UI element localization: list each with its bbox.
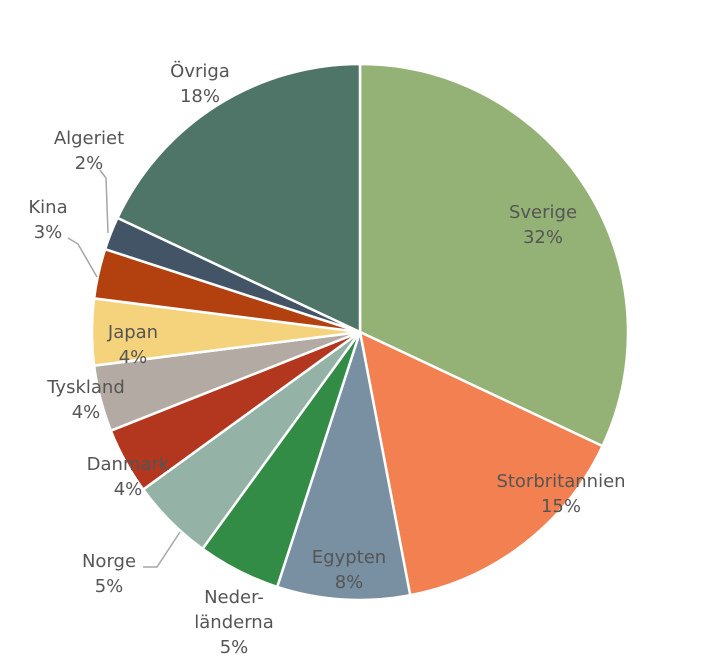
leader-line-norge xyxy=(143,531,181,568)
percent-label: 32% xyxy=(523,227,563,248)
percent-label: 4% xyxy=(119,347,148,368)
data-label-ovriga: Övriga 18% xyxy=(170,60,230,107)
category-label: Storbritannien xyxy=(496,471,625,492)
data-labels: Sverige 32% Storbritannien 15% Egypten 8% Nede… xyxy=(28,60,625,658)
data-label-storbritannien: Storbritannien 15% xyxy=(496,471,625,517)
leader-lines xyxy=(67,169,181,568)
data-label-egypten: Egypten 8% xyxy=(312,547,386,593)
category-label: Algeriet xyxy=(54,128,124,149)
category-label: Japan xyxy=(107,322,158,343)
leader-line-algeriet xyxy=(99,169,109,234)
data-label-norge: Norge 5% xyxy=(82,551,136,597)
category-label: Övriga xyxy=(170,60,230,82)
category-label: länderna xyxy=(194,612,273,633)
data-label-japan: Japan 4% xyxy=(107,322,158,368)
leader-line-kina xyxy=(67,237,98,278)
category-label: Tyskland xyxy=(46,377,125,398)
percent-label: 18% xyxy=(180,86,220,107)
percent-label: 5% xyxy=(220,637,249,658)
slice-egypten xyxy=(275,331,412,602)
percent-label: 8% xyxy=(335,572,364,593)
category-label: Sverige xyxy=(509,202,577,223)
percent-label: 2% xyxy=(75,153,104,174)
category-label: Norge xyxy=(82,551,136,572)
percent-label: 5% xyxy=(95,576,124,597)
pie-slices xyxy=(90,62,630,602)
percent-label: 3% xyxy=(34,222,63,243)
category-label: Kina xyxy=(28,197,67,218)
category-label: Egypten xyxy=(312,547,386,568)
data-label-sverige: Sverige 32% xyxy=(509,202,577,248)
data-label-danmark: Danmark 4% xyxy=(87,454,170,500)
percent-label: 15% xyxy=(541,496,581,517)
slice-ovriga xyxy=(115,62,362,334)
category-label: Neder- xyxy=(204,587,264,608)
slice-storbritannien xyxy=(358,329,605,597)
data-label-neder-landerna: Neder-länderna 5% xyxy=(194,587,273,658)
data-label-tyskland: Tyskland 4% xyxy=(46,377,125,423)
data-label-kina: Kina 3% xyxy=(28,197,67,243)
slice-sverige xyxy=(358,62,630,448)
data-label-algeriet: Algeriet 2% xyxy=(54,128,124,174)
category-label: Danmark xyxy=(87,454,170,475)
percent-label: 4% xyxy=(114,479,143,500)
percent-label: 4% xyxy=(72,402,101,423)
